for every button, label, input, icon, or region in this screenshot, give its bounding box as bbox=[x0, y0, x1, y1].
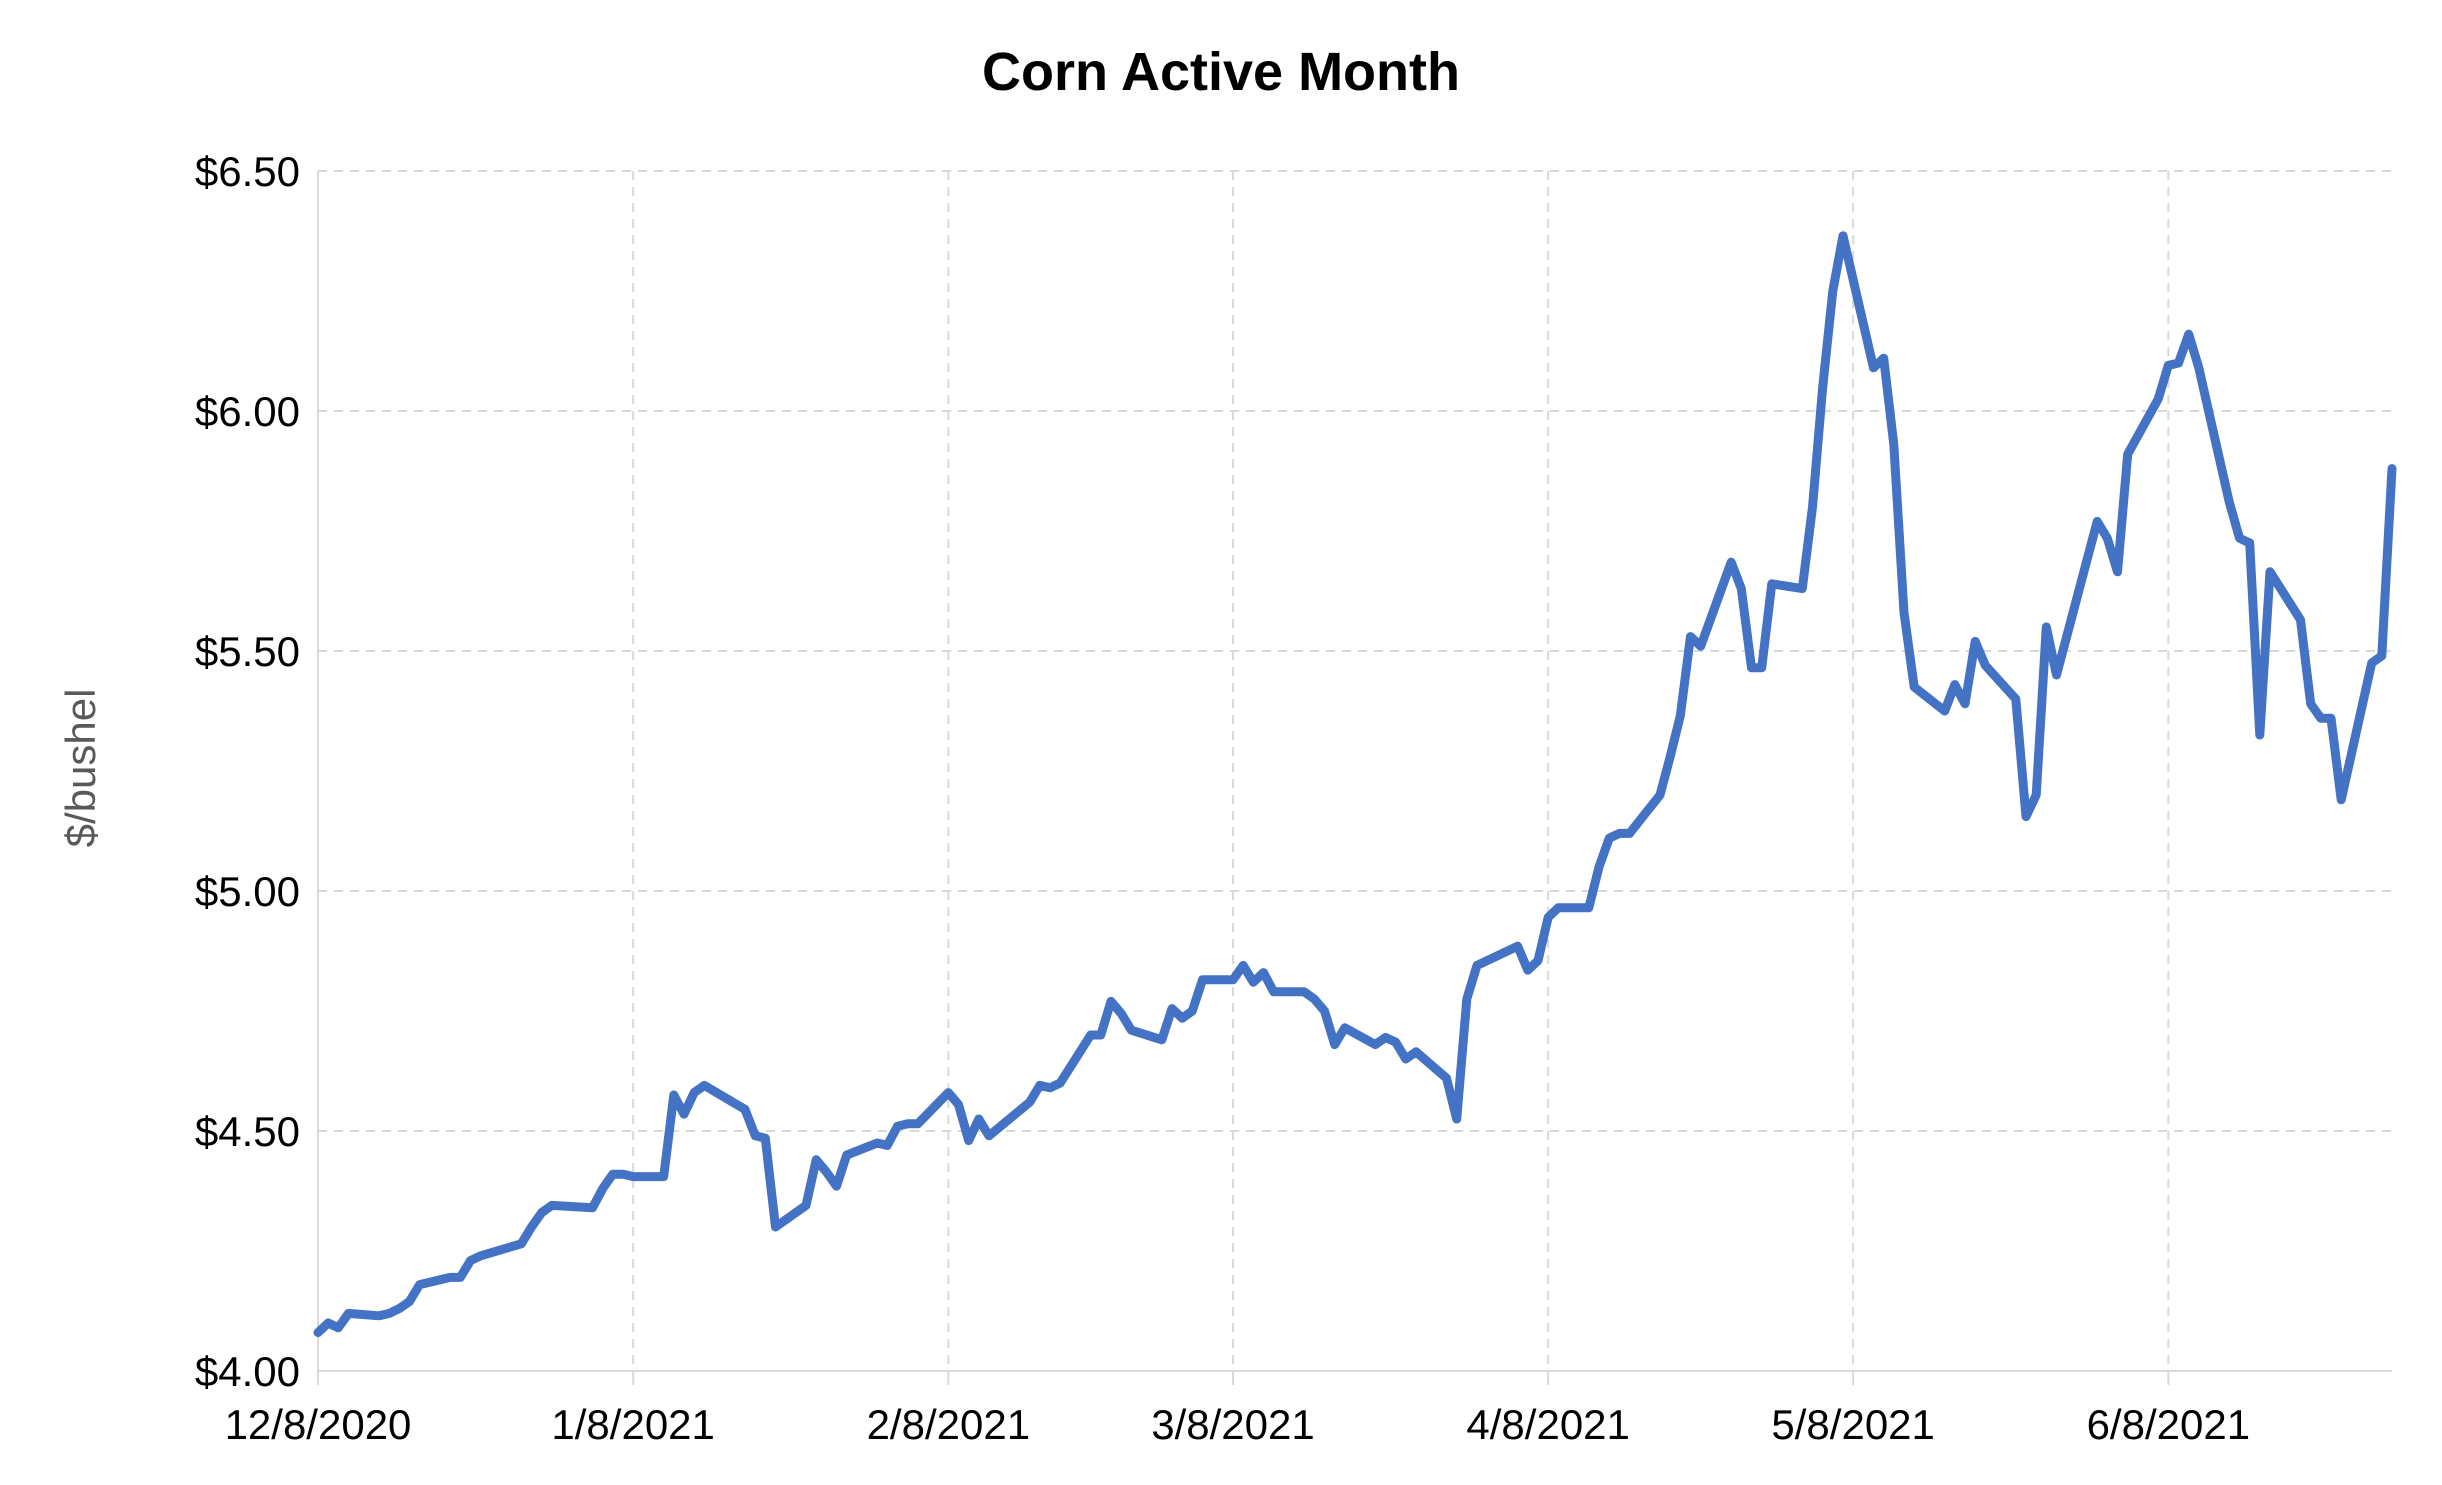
series-layer bbox=[313, 231, 2397, 1338]
tick-labels: $4.00 $4.50 $5.00 $5.50 $6.00 $6.50 12/8/2020 1… bbox=[195, 148, 2250, 1448]
y-tick-label: $4.50 bbox=[195, 1108, 300, 1155]
chart-title: Corn Active Month bbox=[982, 42, 1460, 102]
y-axis-label: $/bushel bbox=[57, 689, 104, 848]
y-tick-label: $6.00 bbox=[195, 388, 300, 435]
x-tick-label: 3/8/2021 bbox=[1151, 1401, 1315, 1448]
x-tick-label: 4/8/2021 bbox=[1466, 1401, 1630, 1448]
x-tick-label: 2/8/2021 bbox=[867, 1401, 1031, 1448]
price-series-line bbox=[313, 231, 2397, 1338]
axes bbox=[317, 171, 2392, 1385]
x-tick-label: 5/8/2021 bbox=[1771, 1401, 1935, 1448]
x-tick-label: 6/8/2021 bbox=[2087, 1401, 2251, 1448]
y-tick-label: $5.00 bbox=[195, 868, 300, 915]
y-tick-label: $4.00 bbox=[195, 1348, 300, 1395]
x-tick-label: 12/8/2020 bbox=[225, 1401, 412, 1448]
y-tick-label: $6.50 bbox=[195, 148, 300, 195]
x-tick-label: 1/8/2021 bbox=[551, 1401, 715, 1448]
y-tick-label: $5.50 bbox=[195, 628, 300, 675]
gridlines bbox=[318, 170, 2392, 1371]
